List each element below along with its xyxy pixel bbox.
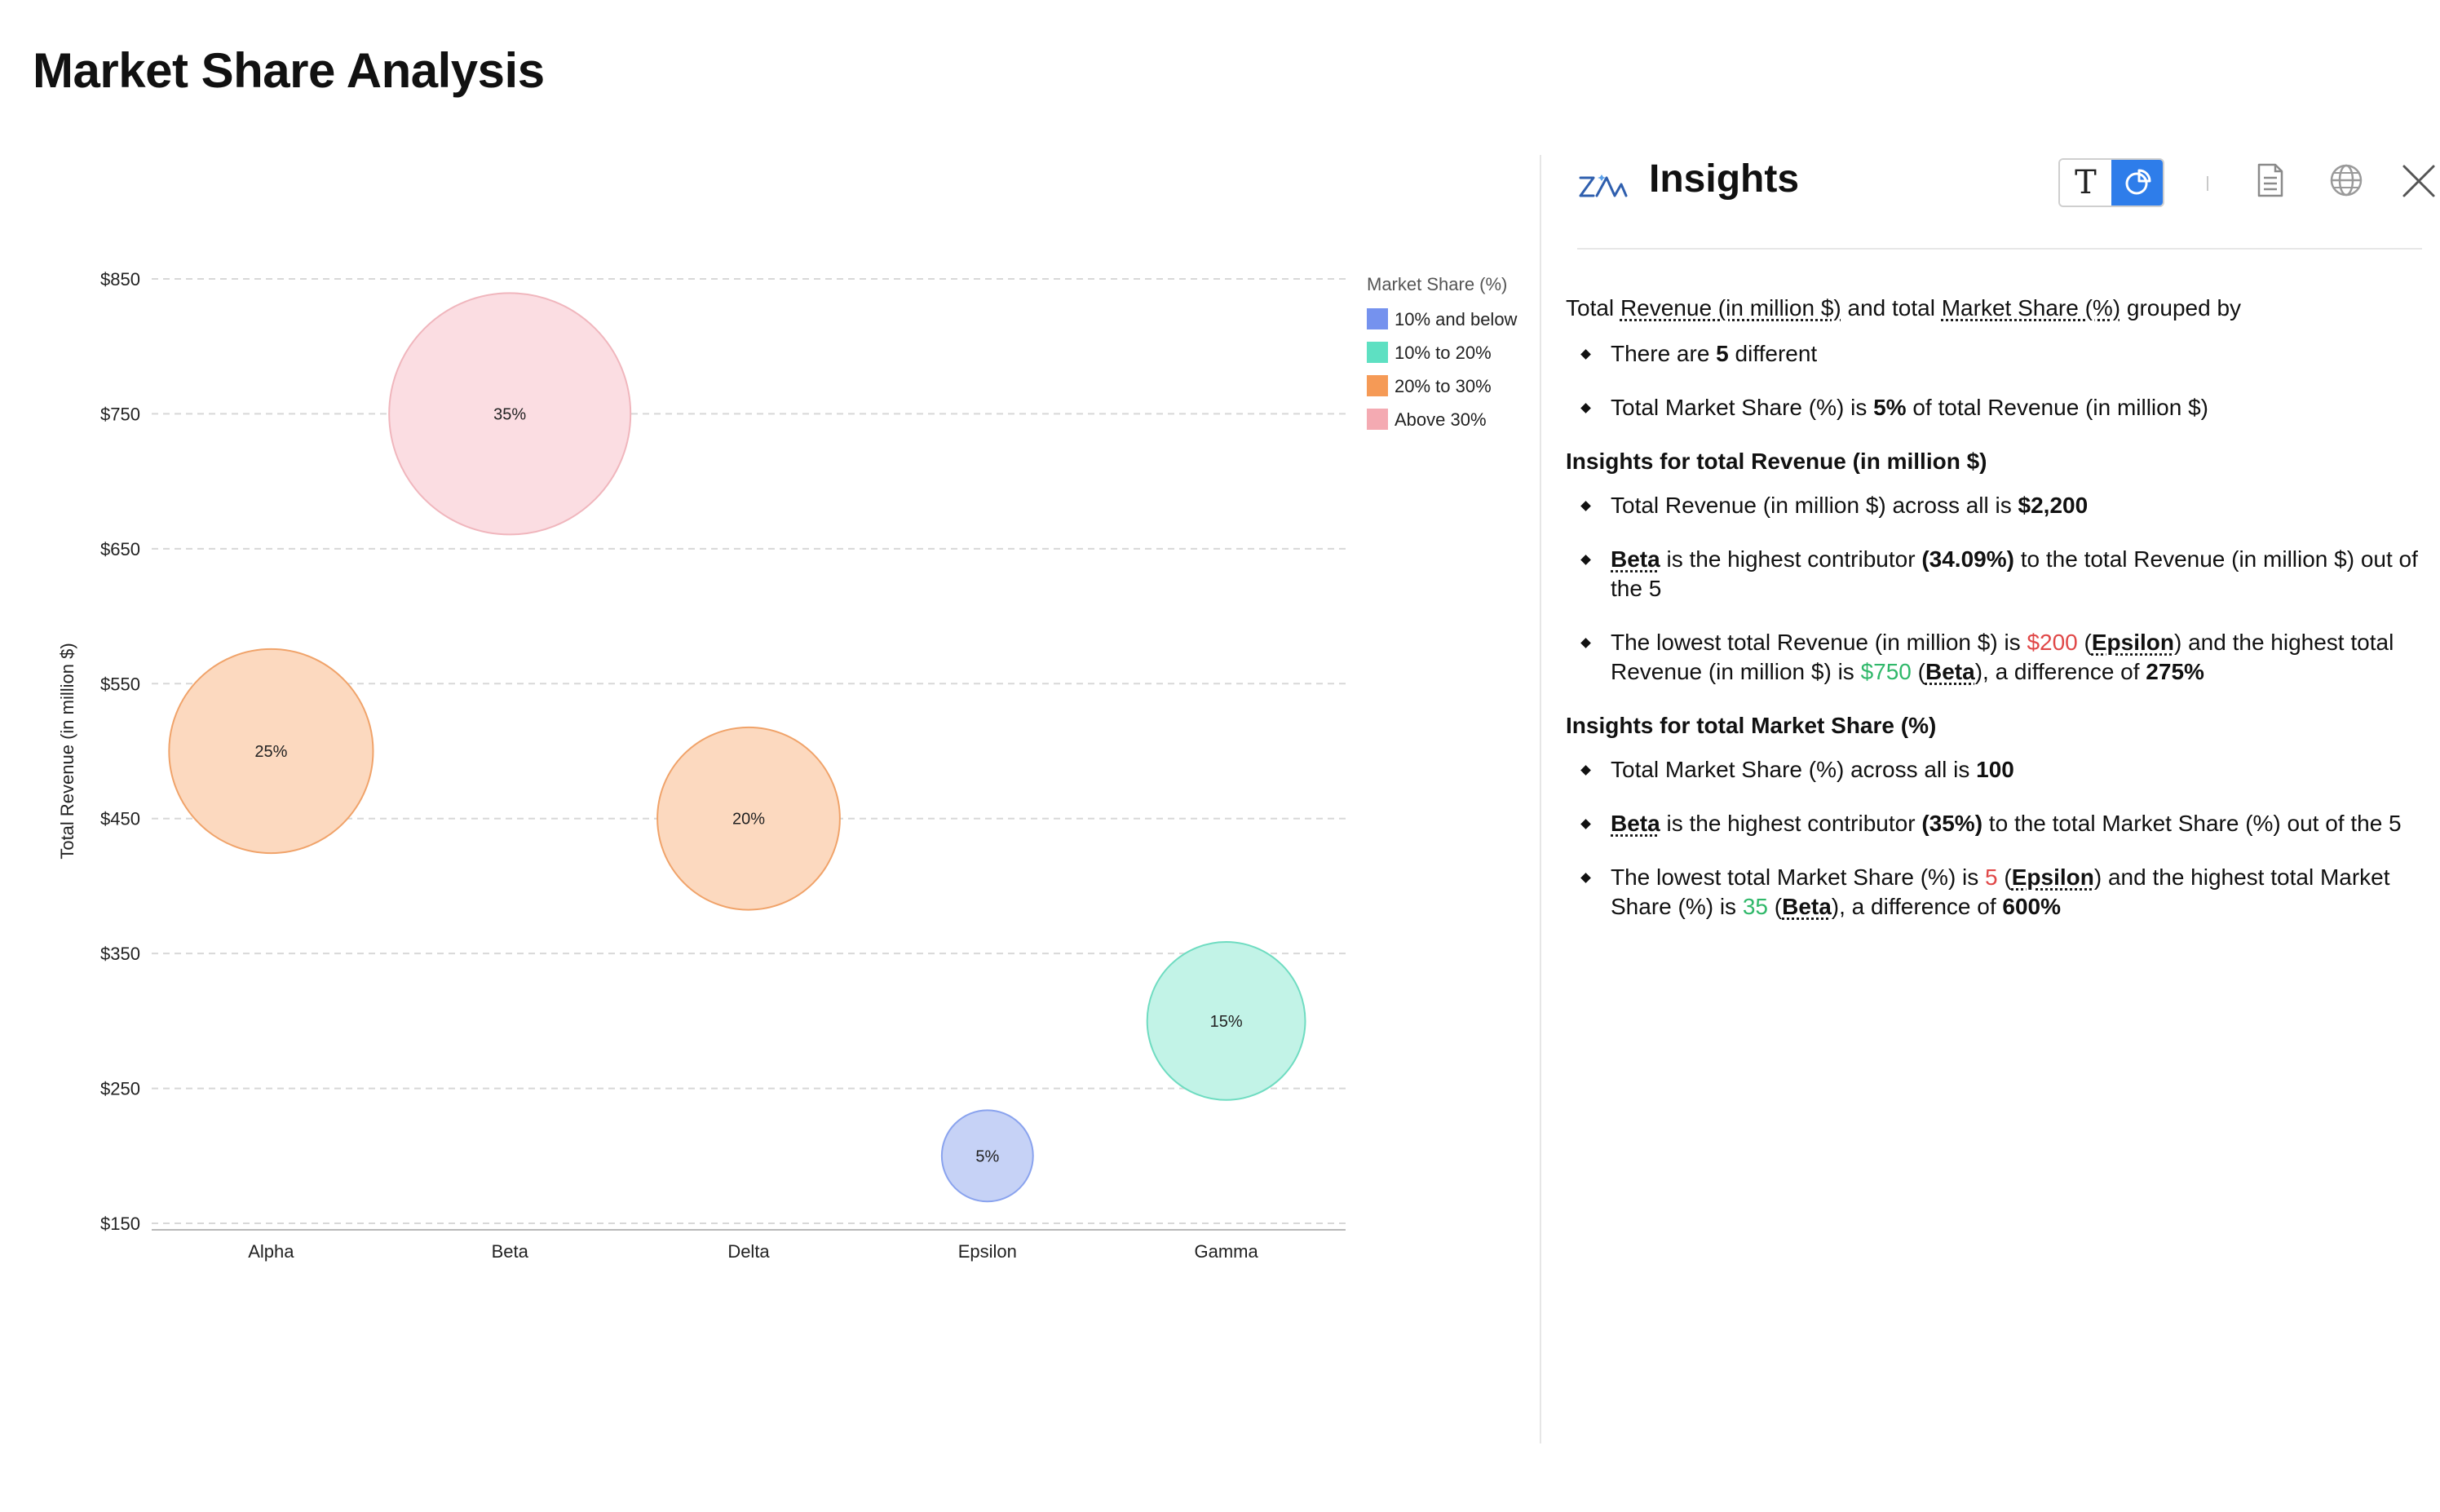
x-tick-label: Alpha — [248, 1241, 294, 1262]
header-divider — [1577, 248, 2422, 250]
insights-panel: Insights T — [1566, 155, 2435, 919]
legend-item[interactable]: Above 30% — [1395, 409, 1487, 430]
y-axis-ticks: $150 $250 $350 $450 $550 $650 $750 $850 — [100, 269, 140, 1234]
summary-item: There are 5 different — [1566, 339, 2422, 369]
revenue-insights-heading: Insights for total Revenue (in million $… — [1566, 449, 1987, 474]
share-insights-list: Total Market Share (%) across all is 100… — [1566, 755, 2422, 922]
insights-body: Total Revenue (in million $) and total M… — [1566, 294, 2422, 946]
chart-view-button[interactable] — [2111, 160, 2163, 206]
legend: Market Share (%) 10% and below 10% to 20%… — [1367, 274, 1518, 430]
bubble-chart: $150 $250 $350 $450 $550 $650 $750 $850 Alpha Be… — [57, 269, 1518, 1262]
close-icon[interactable] — [2401, 163, 2437, 203]
text-view-button[interactable]: T — [2060, 160, 2111, 206]
toolbar-separator — [2207, 176, 2208, 191]
legend-swatch — [1367, 308, 1388, 329]
insights-header: Insights T — [1566, 155, 2435, 237]
legend-item[interactable]: 10% and below — [1395, 309, 1518, 329]
legend-swatch — [1367, 342, 1388, 363]
view-toggle: T — [2058, 158, 2164, 207]
bubble[interactable] — [168, 648, 374, 855]
entity-link-epsilon[interactable]: Epsilon — [2091, 630, 2174, 655]
bubble[interactable] — [656, 726, 841, 911]
field-revenue[interactable]: Revenue (in million $) — [1620, 295, 1841, 321]
bubbles: 25% 35% 20% 5% 15% — [168, 292, 1306, 1203]
share-insights-heading: Insights for total Market Share (%) — [1566, 713, 1937, 738]
legend-item[interactable]: 20% to 30% — [1395, 376, 1492, 396]
insights-title: Insights — [1649, 157, 1800, 201]
legend-item[interactable]: 10% to 20% — [1395, 343, 1492, 363]
x-tick-label: Beta — [492, 1241, 529, 1262]
insight-item: The lowest total Market Share (%) is 5 (… — [1566, 863, 2422, 922]
legend-swatch — [1367, 375, 1388, 396]
field-market-share[interactable]: Market Share (%) — [1941, 295, 2121, 321]
y-tick-label: $650 — [100, 539, 140, 559]
x-tick-label: Epsilon — [958, 1241, 1017, 1262]
bubble-label: 15% — [1210, 1013, 1243, 1031]
legend-title: Market Share (%) — [1367, 274, 1507, 294]
bubble-label: 5% — [975, 1147, 999, 1165]
revenue-insights-list: Total Revenue (in million $) across all … — [1566, 491, 2422, 687]
y-tick-label: $450 — [100, 809, 140, 829]
entity-link-beta[interactable]: Beta — [1611, 811, 1660, 836]
x-tick-label: Delta — [727, 1241, 770, 1262]
insights-intro: Total Revenue (in million $) and total M… — [1566, 295, 2242, 321]
text-view-icon: T — [2075, 164, 2097, 201]
x-tick-label: Gamma — [1194, 1241, 1258, 1262]
document-icon[interactable] — [2256, 163, 2285, 201]
entity-link-beta[interactable]: Beta — [1782, 894, 1832, 919]
summary-list: There are 5 different Total Market Share… — [1566, 339, 2422, 422]
summary-item: Total Market Share (%) is 5% of total Re… — [1566, 393, 2422, 422]
insight-item: Total Revenue (in million $) across all … — [1566, 491, 2422, 520]
insight-item: Beta is the highest contributor (35%) to… — [1566, 809, 2422, 838]
entity-link-beta[interactable]: Beta — [1925, 659, 1975, 684]
y-tick-label: $250 — [100, 1079, 140, 1099]
y-tick-label: $850 — [100, 269, 140, 290]
globe-icon[interactable] — [2329, 163, 2363, 201]
y-tick-label: $550 — [100, 674, 140, 694]
x-axis-ticks: Alpha Beta Delta Epsilon Gamma — [248, 1241, 1258, 1262]
y-tick-label: $150 — [100, 1214, 140, 1234]
legend-swatch — [1367, 409, 1388, 430]
bubble[interactable] — [388, 292, 632, 536]
y-tick-label: $350 — [100, 944, 140, 964]
bubble-label: 25% — [254, 743, 287, 761]
insight-item: Beta is the highest contributor (34.09%)… — [1566, 545, 2422, 603]
y-axis-label: Total Revenue (in million $) — [57, 643, 77, 859]
insight-item: Total Market Share (%) across all is 100 — [1566, 755, 2422, 785]
bubble[interactable] — [1146, 940, 1306, 1101]
bubble-label: 35% — [493, 405, 526, 423]
panel-divider — [1540, 155, 1541, 1443]
bubble-label: 20% — [732, 811, 765, 829]
entity-link-epsilon[interactable]: Epsilon — [2011, 864, 2094, 890]
page-title: Market Share Analysis — [33, 43, 545, 98]
entity-link-beta[interactable]: Beta — [1611, 546, 1660, 572]
y-tick-label: $750 — [100, 404, 140, 424]
insight-item: The lowest total Revenue (in million $) … — [1566, 628, 2422, 687]
pie-chart-icon — [2125, 169, 2150, 195]
bubble[interactable] — [940, 1109, 1034, 1203]
insights-logo-icon — [1577, 170, 1629, 206]
gridlines — [152, 278, 1346, 1224]
